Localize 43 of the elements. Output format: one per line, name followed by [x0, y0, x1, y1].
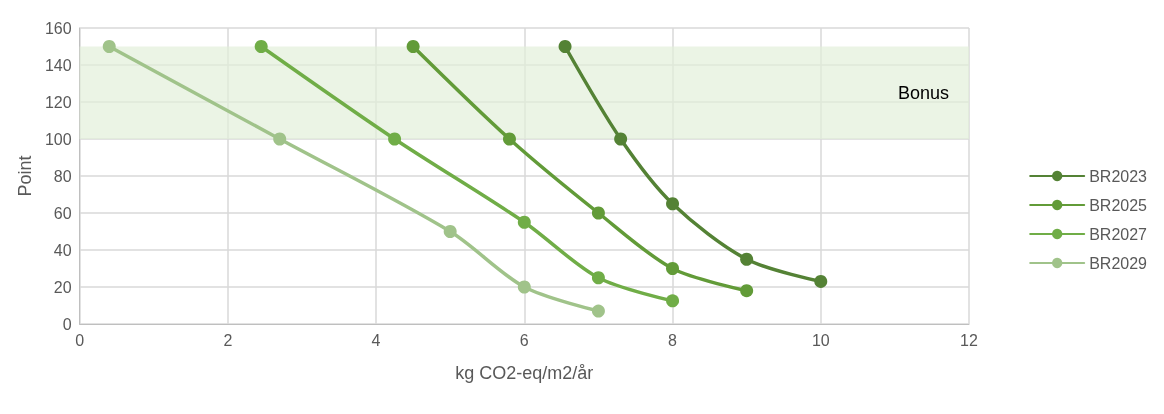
y-tick-label: 140 [44, 56, 72, 74]
point [591, 271, 605, 285]
point [814, 274, 828, 288]
legend-label: BR2027 [1089, 225, 1148, 243]
x-tick-label: 12 [960, 331, 978, 349]
y-tick-label: 40 [53, 241, 72, 259]
y-tick-label: 160 [44, 19, 72, 37]
y-tick-label: 0 [62, 315, 72, 333]
y-tick-label: 60 [53, 204, 72, 222]
y-tick-label: 20 [53, 278, 72, 296]
point [666, 262, 680, 275]
point [740, 252, 754, 266]
legend-label: BR2023 [1089, 167, 1148, 185]
point [517, 280, 531, 294]
x-tick-label: 4 [371, 331, 381, 349]
y-tick-label: 80 [53, 167, 72, 185]
point [102, 40, 116, 53]
point [614, 132, 628, 146]
legend-label: BR2029 [1089, 254, 1148, 272]
point [502, 132, 516, 146]
point [406, 40, 420, 53]
point [388, 132, 402, 146]
point [591, 304, 605, 318]
x-tick-label: 6 [519, 331, 529, 349]
y-tick-label: 120 [44, 93, 72, 111]
point [443, 225, 457, 238]
x-tick-label: 8 [668, 331, 678, 349]
point [517, 215, 531, 229]
point [591, 206, 605, 220]
point [740, 284, 754, 298]
x-tick-label: 0 [75, 331, 85, 349]
x-tick-label: 2 [223, 331, 233, 349]
point [558, 40, 572, 53]
y-tick-label: 100 [44, 130, 72, 148]
band-label: Bonus [897, 82, 949, 103]
point [666, 294, 680, 308]
x-tick-label: 10 [811, 331, 830, 349]
point [254, 40, 268, 53]
point [666, 197, 680, 211]
x-axis-title: kg CO2-eq/m2/år [455, 363, 594, 383]
legend-label: BR2025 [1089, 196, 1148, 214]
y-axis-title: Point [15, 155, 35, 197]
point [273, 132, 287, 146]
